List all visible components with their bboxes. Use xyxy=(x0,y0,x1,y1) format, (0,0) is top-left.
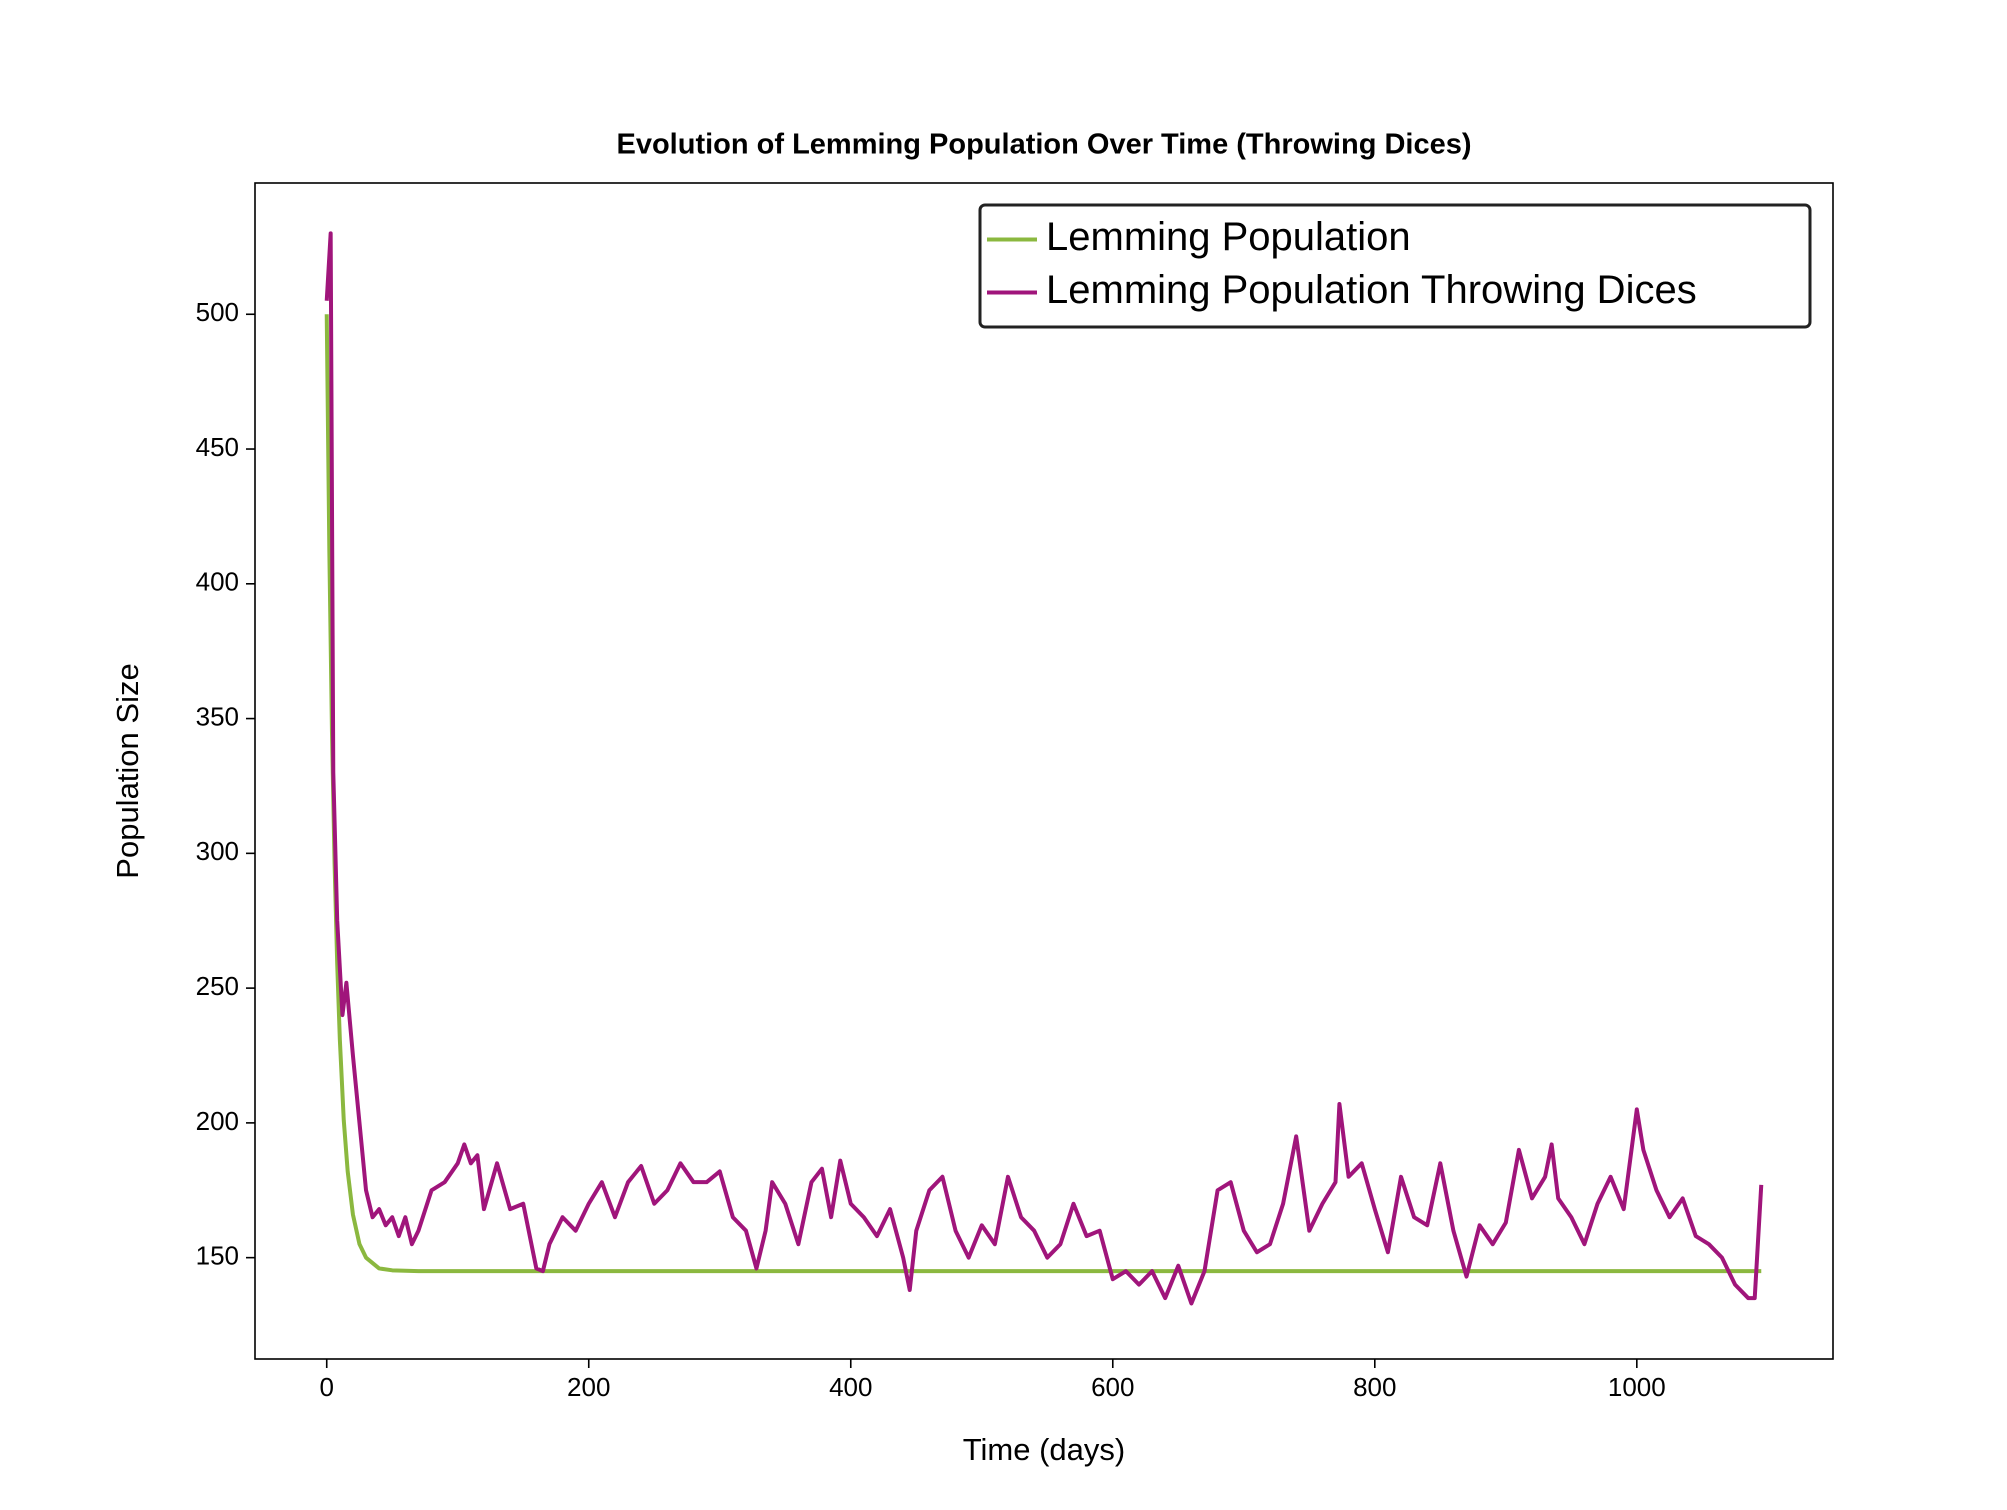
x-tick-label: 600 xyxy=(1091,1372,1134,1402)
x-tick-label: 400 xyxy=(829,1372,872,1402)
x-tick-label: 1000 xyxy=(1608,1372,1666,1402)
x-tick-label: 200 xyxy=(567,1372,610,1402)
plot-frame xyxy=(254,182,1834,1360)
legend-label: Lemming Population Throwing Dices xyxy=(1046,268,1697,312)
y-tick-label: 400 xyxy=(196,567,239,597)
y-tick-label: 300 xyxy=(196,836,239,866)
series-line xyxy=(324,231,1764,1306)
x-tick-label: 0 xyxy=(319,1372,333,1402)
x-tick-label: 800 xyxy=(1353,1372,1396,1402)
legend-label: Lemming Population xyxy=(1046,215,1411,259)
chart-title: Evolution of Lemming Population Over Tim… xyxy=(616,129,1471,161)
y-axis-label: Population Size xyxy=(110,663,145,878)
legend-box xyxy=(978,203,1812,329)
legend: Lemming Population Lemming Population Thr… xyxy=(978,203,1812,329)
y-tick-label: 500 xyxy=(196,297,239,327)
y-tick-label: 350 xyxy=(196,701,239,731)
x-axis-label: Time (days) xyxy=(963,1432,1125,1467)
y-tick-label: 200 xyxy=(196,1106,239,1136)
y-tick-label: 450 xyxy=(196,432,239,462)
y-tick-label: 250 xyxy=(196,971,239,1001)
y-tick-label: 150 xyxy=(196,1241,239,1271)
